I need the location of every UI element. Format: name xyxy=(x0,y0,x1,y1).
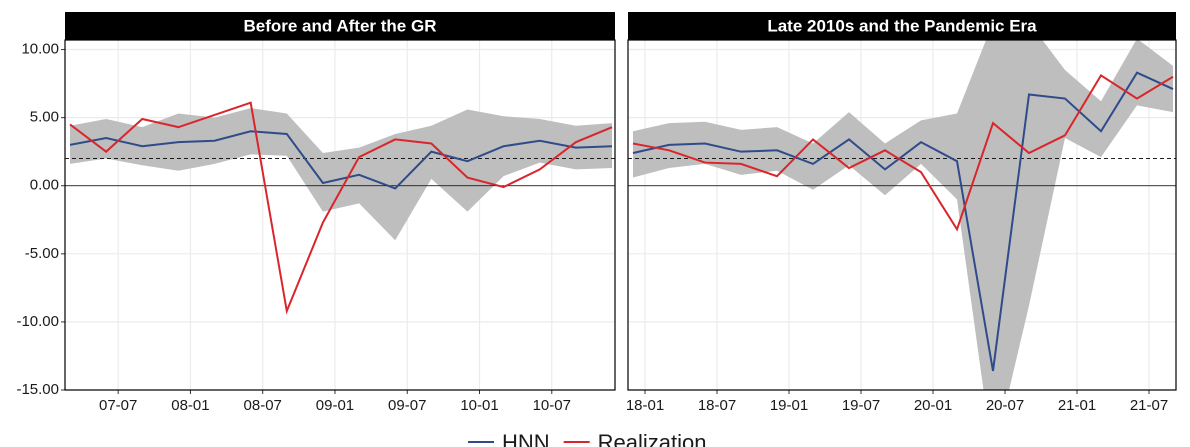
legend-label: HNN xyxy=(502,430,550,447)
x-tick-label: 19-01 xyxy=(770,397,808,414)
series-line xyxy=(632,71,1174,372)
y-tick-label: -10.00 xyxy=(16,313,59,330)
y-tick-label: 0.00 xyxy=(30,177,59,194)
x-tick-label: 09-07 xyxy=(388,397,426,414)
x-tick-label: 18-01 xyxy=(626,397,664,414)
panel-data xyxy=(628,40,1176,390)
facet-title: Late 2010s and the Pandemic Era xyxy=(767,16,1037,35)
x-tick-label: 08-01 xyxy=(171,397,209,414)
facet-title: Before and After the GR xyxy=(243,16,436,35)
series-line xyxy=(69,101,613,315)
series-line xyxy=(69,130,613,190)
x-tick-label: 10-01 xyxy=(460,397,498,414)
legend-label: Realization xyxy=(598,430,707,447)
x-tick-label: 20-07 xyxy=(986,397,1024,414)
panel-data xyxy=(65,101,615,315)
facet-strip xyxy=(628,12,1176,40)
x-tick-label: 08-07 xyxy=(244,397,282,414)
x-tick-label: 07-07 xyxy=(99,397,137,414)
x-tick-label: 20-01 xyxy=(914,397,952,414)
y-tick-label: 5.00 xyxy=(30,109,59,126)
x-tick-label: 18-07 xyxy=(698,397,736,414)
x-tick-label: 21-07 xyxy=(1130,397,1168,414)
y-tick-label: -5.00 xyxy=(25,245,59,262)
x-tick-label: 09-01 xyxy=(316,397,354,414)
y-tick-label: 10.00 xyxy=(21,41,59,58)
x-tick-label: 10-07 xyxy=(533,397,571,414)
confidence-band xyxy=(633,40,1173,390)
panel-background xyxy=(628,40,1176,390)
facet-strip xyxy=(65,12,615,40)
panel-background xyxy=(65,40,615,390)
y-tick-label: -15.00 xyxy=(16,381,59,398)
series-line xyxy=(632,74,1174,232)
x-tick-label: 21-01 xyxy=(1058,397,1096,414)
x-tick-label: 19-07 xyxy=(842,397,880,414)
